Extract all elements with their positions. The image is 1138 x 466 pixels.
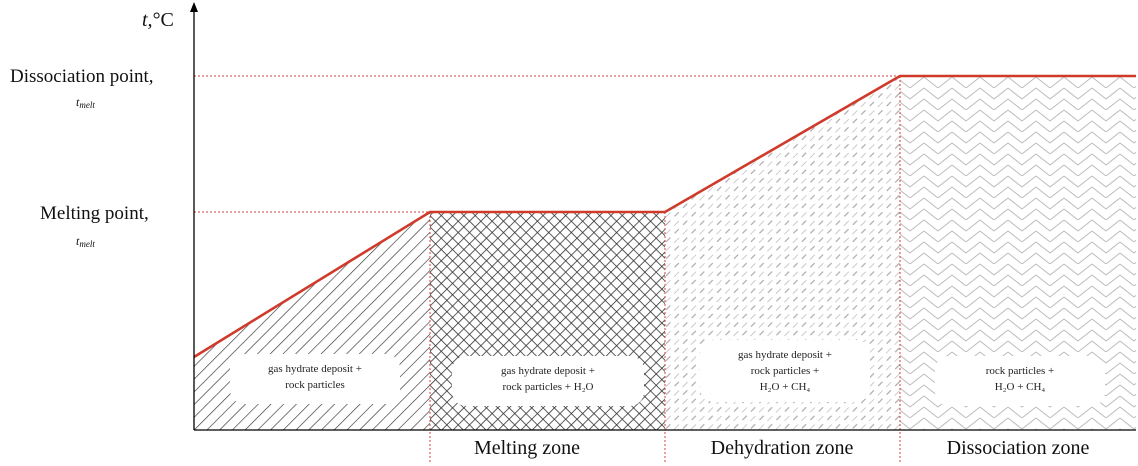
melting-point-symbol: tmelt (76, 234, 95, 249)
svg-text:H₂O + CH₄: H₂O + CH₄ (760, 381, 811, 393)
zone-label-dissociation: Dissociation zone (947, 437, 1090, 459)
zone-label-dehydration: Dehydration zone (711, 437, 854, 459)
svg-text:gas hydrate deposit +: gas hydrate deposit + (501, 365, 595, 377)
svg-text:rock particles +: rock particles + (751, 365, 820, 377)
region-label-melting: gas hydrate deposit + rock particles + H… (452, 356, 644, 406)
region-label-dissociation: rock particles + H₂O + CH₄ (935, 356, 1105, 406)
dissociation-point-symbol: tmelt (76, 95, 95, 110)
svg-text:gas hydrate deposit +: gas hydrate deposit + (738, 349, 832, 361)
y-axis-label: t,°C (142, 9, 174, 31)
zone-label-melting: Melting zone (474, 437, 580, 459)
svg-text:gas hydrate deposit +: gas hydrate deposit + (268, 363, 362, 375)
svg-text:rock particles: rock particles (285, 379, 345, 391)
svg-text:H₂O + CH₄: H₂O + CH₄ (995, 381, 1046, 393)
temperature-curve (193, 74, 1136, 359)
svg-text:rock particles +: rock particles + (986, 365, 1055, 377)
dissociation-point-label: Dissociation point, (10, 66, 154, 87)
region-label-solid-deposit: gas hydrate deposit + rock particles (230, 354, 400, 404)
region-label-dehydration: gas hydrate deposit + rock particles + H… (700, 340, 870, 402)
svg-text:rock particles + H₂O: rock particles + H₂O (503, 381, 594, 393)
melting-point-label: Melting point, (40, 203, 149, 224)
y-axis-arrow (190, 2, 198, 12)
